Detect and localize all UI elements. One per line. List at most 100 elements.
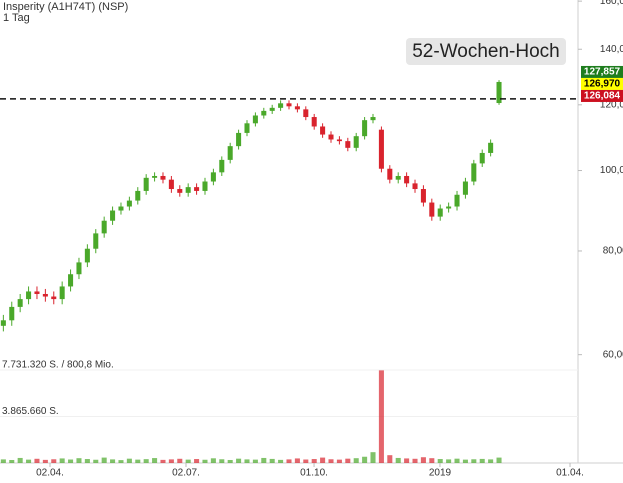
- candle-body: [496, 81, 502, 104]
- candle-body: [59, 286, 65, 300]
- price-label-box: [581, 77, 623, 90]
- volume-bar: [9, 459, 15, 463]
- volume-bar: [26, 459, 32, 463]
- price-label: 126,970: [584, 79, 621, 90]
- candle-body: [9, 306, 15, 321]
- volume-bar: [404, 458, 410, 463]
- candle-body: [378, 129, 384, 169]
- candle-body: [118, 206, 124, 211]
- volume-bar: [17, 457, 23, 463]
- y-tick-label: 160,000: [600, 0, 623, 7]
- chart-title: Insperity (A1H74T) (NSP): [3, 1, 128, 13]
- candle-body: [412, 183, 418, 190]
- volume-bar: [101, 457, 107, 463]
- volume-bar: [0, 459, 6, 463]
- chart-subtitle: 1 Tag: [3, 12, 30, 24]
- volume-bar: [420, 457, 426, 463]
- candle-body: [303, 109, 309, 118]
- volume-bar: [471, 459, 477, 463]
- volume-bar: [303, 459, 309, 463]
- candle-body: [446, 206, 452, 209]
- volume-bar: [387, 455, 393, 463]
- x-tick-label: 01.10.: [300, 468, 328, 479]
- volume-bar: [345, 458, 351, 463]
- volume-bar: [378, 370, 384, 463]
- x-tick-label: 2019: [429, 468, 452, 479]
- volume-bar: [244, 459, 250, 463]
- candle-body: [26, 291, 32, 300]
- volume-bar: [84, 459, 90, 463]
- volume-bar: [236, 458, 242, 463]
- candle-body: [278, 103, 284, 108]
- volume-bar: [454, 458, 460, 463]
- volume-bar: [362, 456, 368, 463]
- y-tick-label: 80,000: [603, 246, 623, 257]
- annotation-box: [406, 38, 566, 65]
- x-tick-label: 01.04.: [556, 468, 584, 479]
- volume-bar: [496, 457, 502, 463]
- volume-bar: [437, 459, 443, 463]
- volume-bar: [143, 459, 149, 463]
- candle-body: [34, 291, 40, 294]
- y-tick-label: 140,000: [600, 44, 623, 55]
- volume-bar: [160, 459, 166, 463]
- volume-bar: [462, 459, 468, 463]
- x-tick-label: 02.04.: [36, 468, 64, 479]
- candle-body: [362, 120, 368, 137]
- y-tick-label: 120,000: [600, 99, 623, 110]
- volume-bar: [168, 459, 174, 463]
- candle-body: [320, 126, 326, 135]
- candle-body: [462, 181, 468, 195]
- volume-bar: [210, 458, 216, 463]
- candle-body: [227, 146, 233, 160]
- candle-body: [471, 163, 477, 182]
- candle-body: [143, 177, 149, 191]
- candle-body: [126, 200, 132, 207]
- volume-bar: [135, 459, 141, 463]
- candle-body: [345, 141, 351, 148]
- volume-bar: [488, 459, 494, 463]
- candle-body: [0, 320, 6, 326]
- volume-bar: [429, 458, 435, 463]
- volume-bar: [261, 457, 267, 463]
- candle-body: [294, 106, 300, 110]
- candle-body: [93, 233, 99, 249]
- price-label-box: [581, 89, 623, 102]
- candle-body: [488, 142, 494, 153]
- volume-bar: [278, 459, 284, 463]
- candle-body: [177, 189, 183, 193]
- candle-body: [328, 134, 334, 140]
- candle-body: [76, 262, 82, 275]
- volume-bar: [93, 459, 99, 463]
- candle-body: [454, 194, 460, 207]
- candle-body: [311, 117, 317, 127]
- volume-bar: [353, 458, 359, 463]
- candle-body: [269, 107, 275, 111]
- price-label-box: [581, 65, 623, 78]
- volume-bar: [320, 457, 326, 463]
- candle-body: [185, 187, 191, 193]
- candle-body: [101, 220, 107, 234]
- y-tick-label: 60,000: [603, 349, 623, 360]
- candle-body: [168, 179, 174, 190]
- candle-body: [437, 208, 443, 217]
- volume-bar: [177, 458, 183, 463]
- volume-bar: [412, 458, 418, 463]
- price-label: 127,857: [584, 67, 621, 78]
- volume-bar: [370, 452, 376, 463]
- candle-body: [336, 139, 342, 142]
- candle-body: [236, 132, 242, 147]
- candle-body: [202, 181, 208, 191]
- volume-bar: [68, 459, 74, 463]
- volume-tick-label: 3.865.660 S.: [2, 406, 59, 417]
- volume-bar: [311, 459, 317, 463]
- volume-bar: [479, 458, 485, 463]
- volume-bar: [185, 459, 191, 463]
- candle-body: [353, 136, 359, 148]
- candle-body: [160, 175, 166, 180]
- candle-body: [387, 168, 393, 180]
- volume-bar: [118, 460, 124, 463]
- candle-body: [17, 299, 23, 307]
- volume-bar: [219, 459, 225, 463]
